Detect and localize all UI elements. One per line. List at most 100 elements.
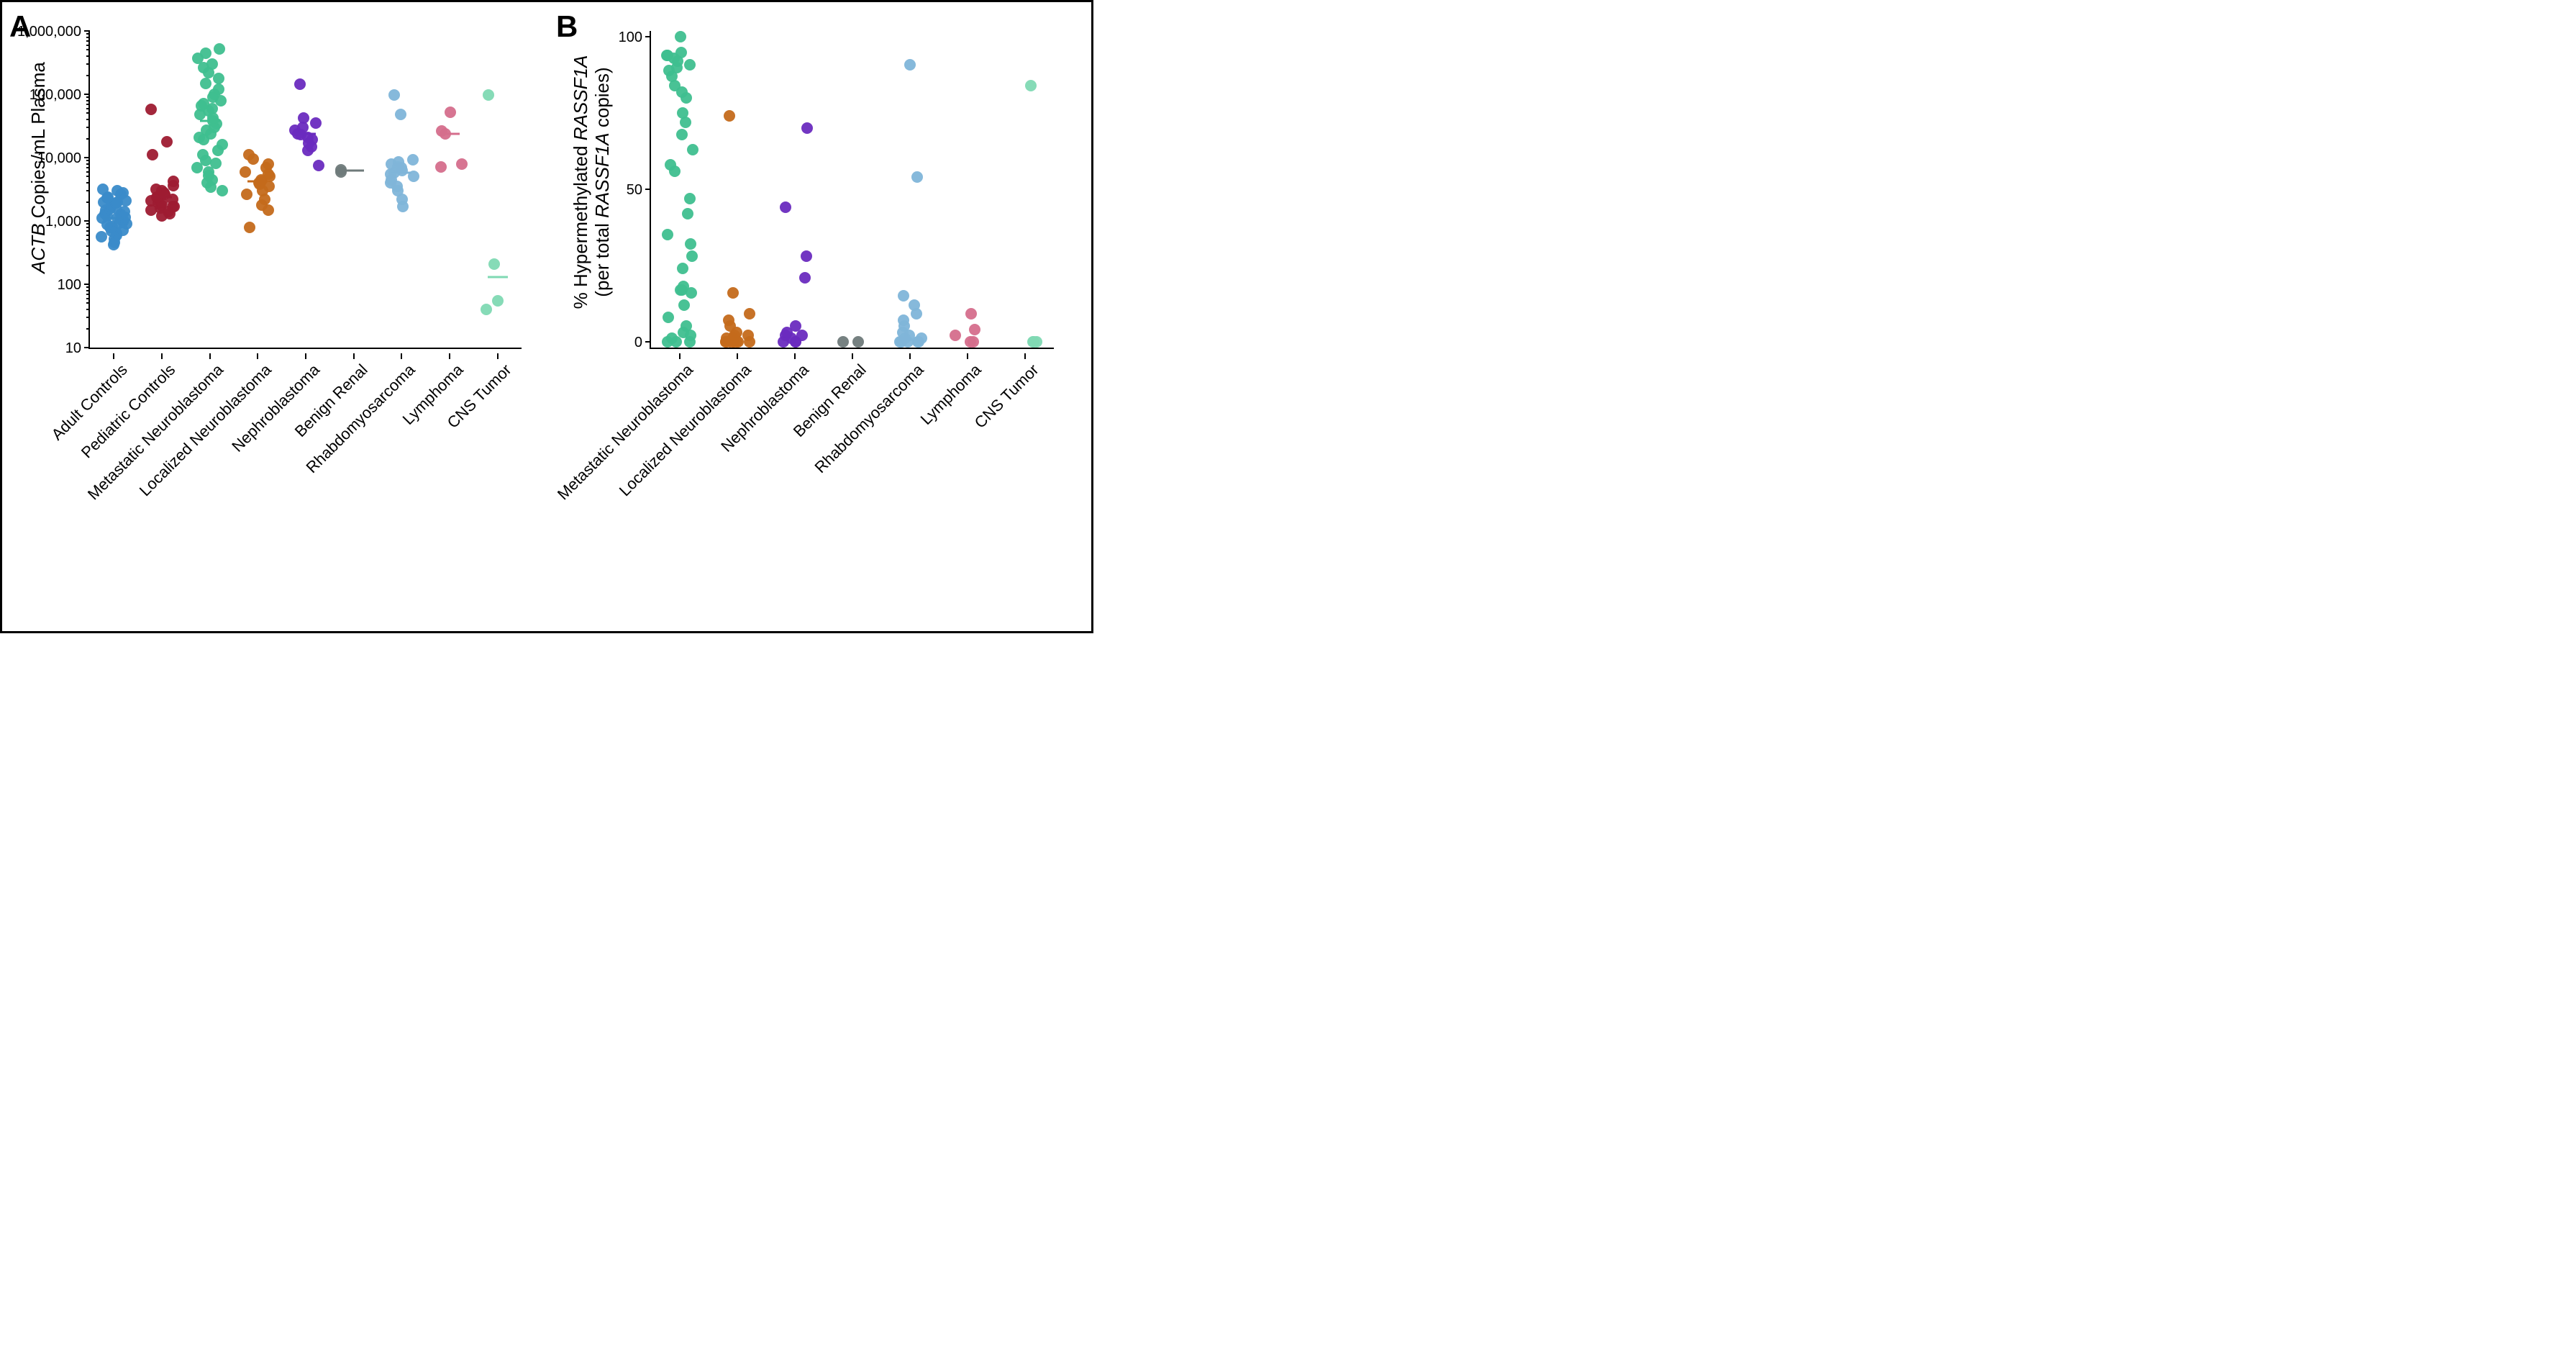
data-point [456,158,468,170]
data-point [263,158,274,170]
data-point [213,73,224,84]
data-point [727,287,739,299]
data-point [407,154,419,166]
data-point [483,89,494,101]
data-point [481,304,492,315]
data-point [675,31,686,42]
data-point [663,312,674,323]
median-bar [296,132,316,135]
data-point [909,299,920,311]
median-bar [344,170,364,172]
y-tick-label: 10 [65,340,81,357]
data-point [801,122,813,134]
data-point [492,295,504,307]
data-point [145,104,157,115]
data-point [217,185,228,196]
data-point [780,201,791,213]
x-tick-label: Nephroblastoma [228,361,324,456]
data-point [723,314,734,326]
data-point [111,185,123,196]
data-point [200,47,211,59]
data-point [662,229,673,240]
panel-b-plot-area: 050100Metastatic NeuroblastomaLocalized … [650,31,1054,349]
data-point [197,149,209,160]
data-point [213,83,224,95]
data-point [214,43,225,55]
data-point [666,332,678,344]
panel-a: A ACTB Copies/mL Plasma 101001,00010,000… [9,9,556,628]
data-point [686,250,698,262]
data-point [395,109,406,120]
data-point [678,299,690,311]
data-point [801,250,812,262]
data-point [298,112,309,124]
data-point [393,156,404,168]
data-point [685,238,696,250]
data-point [744,308,755,320]
data-point [206,58,218,70]
data-point [684,193,696,204]
data-point [241,189,252,200]
panel-a-plot-area: 101001,00010,000100,0001,000,000Adult Co… [88,31,522,349]
data-point [682,208,693,219]
data-point [916,332,927,344]
data-point [965,308,977,320]
data-point [904,59,916,71]
y-tick-label: 1,000,000 [17,24,81,40]
y-tick-label: 100,000 [29,87,81,104]
data-point [243,149,255,160]
median-bar [440,132,460,135]
y-tick-label: 50 [627,182,642,199]
data-point [676,129,688,140]
figure-frame: A ACTB Copies/mL Plasma 101001,00010,000… [0,0,1093,633]
x-tick-label: Rhabdomyosarcoma [811,361,927,477]
data-point [790,320,801,332]
data-point [436,125,447,137]
data-point [678,281,689,292]
data-point [898,290,909,302]
data-point [388,89,400,101]
median-bar [200,119,220,122]
data-point [675,47,687,58]
y-tick-label: 1,000 [45,214,81,230]
y-tick-label: 100 [58,277,81,294]
data-point [799,272,811,284]
data-point [950,330,961,341]
y-tick-label: 10,000 [37,150,81,167]
data-point [244,222,255,233]
data-point [684,59,696,71]
data-point [969,324,980,335]
panel-a-y-axis-label: ACTB Copies/mL Plasma [27,24,50,312]
data-point [240,166,251,178]
panel-b: B % Hypermethylated RASSF1A(per total RA… [556,9,1088,628]
data-point [168,176,179,187]
data-point [200,78,211,89]
data-point [662,50,673,61]
data-point [687,144,698,155]
data-point [313,160,324,171]
data-point [210,158,222,169]
data-point [147,149,158,160]
data-point [217,139,228,150]
data-point [911,171,923,183]
data-point [1027,336,1039,348]
y-tick-label: 100 [619,30,642,46]
y-tick-label: 0 [634,335,642,351]
data-point [294,78,306,90]
median-bar [488,276,508,278]
data-point [150,184,162,195]
data-point [681,320,692,332]
data-point [161,136,173,148]
data-point [742,330,754,341]
median-bar [152,196,172,198]
data-point [488,258,500,270]
data-point [968,336,979,348]
data-point [665,159,676,171]
data-point [677,263,688,274]
data-point [445,107,456,118]
median-bar [391,171,411,173]
data-point [724,110,735,122]
data-point [435,161,447,173]
data-point [898,314,909,326]
median-bar [247,181,268,183]
